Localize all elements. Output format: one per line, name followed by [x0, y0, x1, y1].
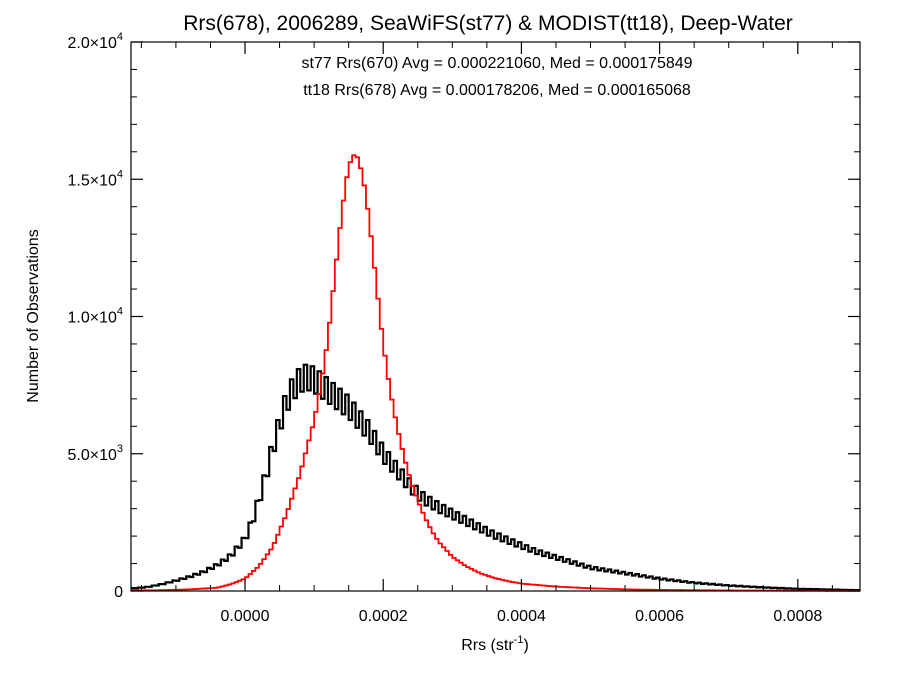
x-axis-label: Rrs (str-1)	[461, 634, 529, 654]
y-tick-label: 0	[114, 584, 123, 601]
y-tick-label: 2.0×104	[67, 31, 123, 52]
y-tick-mantissa: 1.0×10	[67, 310, 116, 327]
x-tick-label: 0.0006	[635, 608, 684, 625]
ticks-layer: 0.0000 0.0002 0.0004 0.0006 0.0008 0 5.0×103 1.…	[67, 31, 860, 625]
annotation-st77: st77 Rrs(670) Avg = 0.000221060, Med = 0…	[301, 55, 692, 72]
y-tick-exponent: 4	[117, 168, 123, 180]
x-tick-label: 0.0000	[221, 608, 270, 625]
y-tick-exponent: 4	[117, 306, 123, 318]
y-tick-mantissa: 0	[114, 584, 123, 601]
y-axis-label: Number of Observations	[25, 229, 42, 402]
x-tick-label: 0.0004	[497, 608, 546, 625]
x-tick-label: 0.0008	[773, 608, 822, 625]
y-tick-exponent: 4	[117, 31, 123, 43]
y-tick-mantissa: 1.5×10	[67, 172, 116, 189]
y-tick-label: 5.0×103	[67, 443, 123, 464]
chart-title: Rrs(678), 2006289, SeaWiFS(st77) & MODIS…	[183, 12, 793, 35]
y-tick-label: 1.0×104	[67, 306, 123, 327]
y-tick-label: 1.5×104	[67, 168, 123, 189]
y-tick-mantissa: 2.0×10	[67, 35, 116, 52]
annotation-tt18: tt18 Rrs(678) Avg = 0.000178206, Med = 0…	[303, 82, 691, 99]
y-tick-exponent: 3	[117, 443, 123, 455]
x-axis-label-close: )	[523, 637, 528, 654]
y-tick-mantissa: 5.0×10	[67, 447, 116, 464]
histogram-series-st77	[131, 363, 860, 592]
x-tick-label: 0.0002	[359, 608, 408, 625]
x-axis-label-main: Rrs (str	[461, 637, 514, 654]
x-axis-label-sup: -1	[514, 634, 524, 646]
